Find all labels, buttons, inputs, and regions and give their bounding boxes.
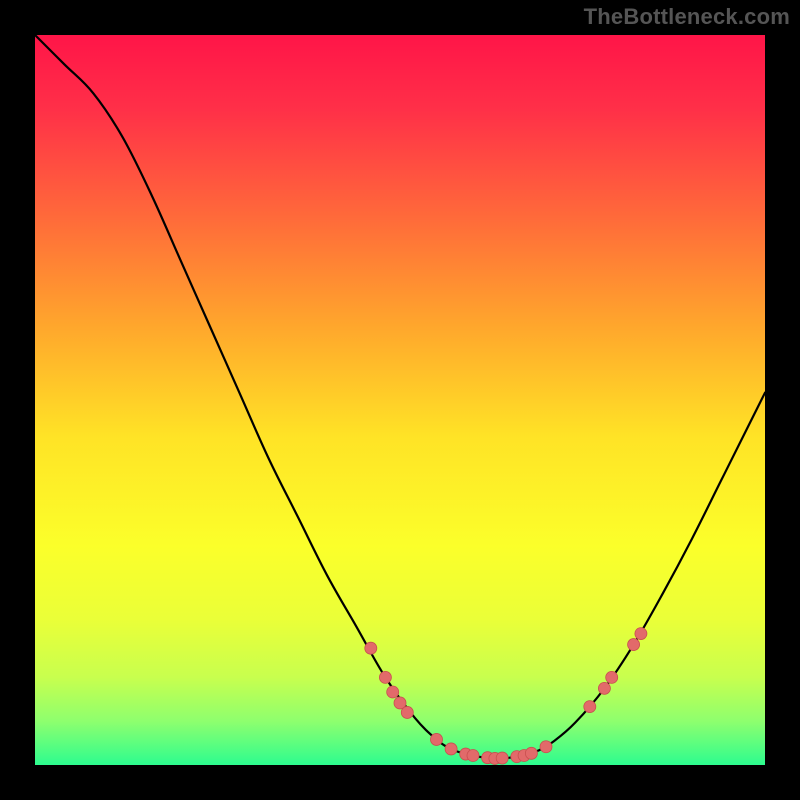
data-marker bbox=[525, 747, 537, 759]
data-marker bbox=[606, 671, 618, 683]
chart-svg bbox=[35, 35, 765, 765]
data-marker bbox=[379, 671, 391, 683]
data-marker bbox=[431, 733, 443, 745]
watermark-text: TheBottleneck.com bbox=[584, 4, 790, 30]
data-marker bbox=[365, 642, 377, 654]
data-marker bbox=[401, 706, 413, 718]
bottleneck-chart bbox=[35, 35, 765, 765]
data-marker bbox=[540, 741, 552, 753]
data-marker bbox=[628, 639, 640, 651]
data-marker bbox=[584, 701, 596, 713]
chart-frame: TheBottleneck.com bbox=[0, 0, 800, 800]
data-marker bbox=[598, 682, 610, 694]
data-marker bbox=[635, 628, 647, 640]
chart-background bbox=[35, 35, 765, 765]
data-marker bbox=[445, 743, 457, 755]
data-marker bbox=[496, 752, 508, 764]
data-marker bbox=[467, 750, 479, 762]
data-marker bbox=[387, 686, 399, 698]
